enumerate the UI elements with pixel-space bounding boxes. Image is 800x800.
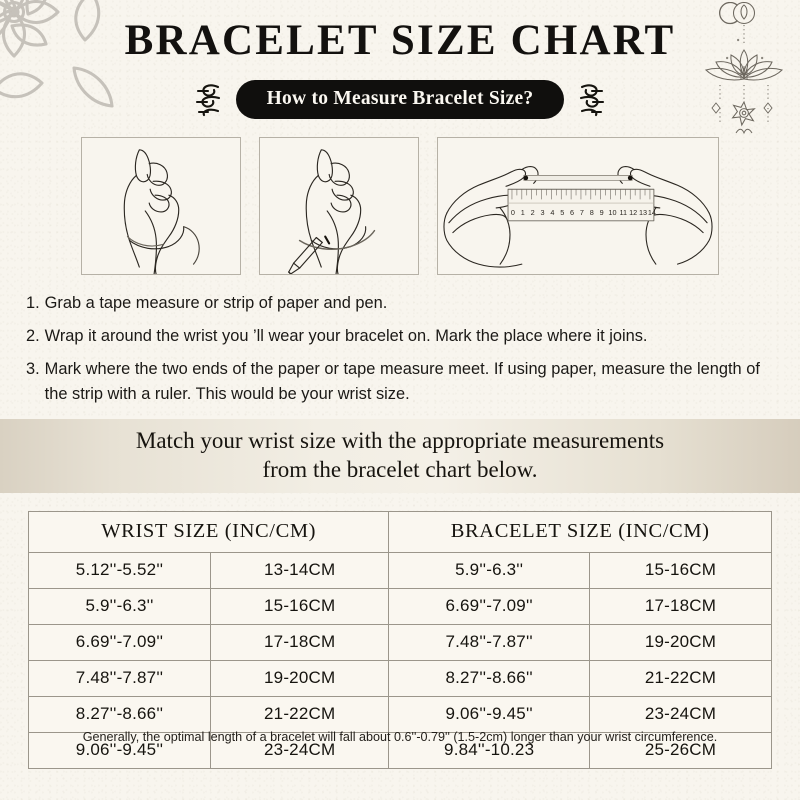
cell-wrist-cm: 19-20CM bbox=[210, 659, 390, 697]
hand-marking-with-pencil-icon bbox=[288, 149, 376, 274]
page-title: BRACELET SIZE CHART bbox=[124, 17, 676, 64]
cell-wrist-cm: 17-18CM bbox=[210, 623, 390, 661]
panel-wrap-mark bbox=[259, 137, 419, 275]
table-row: 5.9''-6.3'' 15-16CM 6.69''-7.09'' 17-18C… bbox=[27, 587, 773, 625]
svg-text:3: 3 bbox=[540, 208, 544, 217]
match-banner-line2: from the bracelet chart below. bbox=[262, 456, 538, 482]
svg-text:0: 0 bbox=[511, 208, 515, 217]
cell-wrist-cm: 21-22CM bbox=[210, 695, 390, 733]
cell-bracelet-cm: 17-18CM bbox=[588, 587, 773, 625]
cell-wrist-inc: 5.9''-6.3'' bbox=[27, 587, 212, 625]
hand-with-string-icon bbox=[123, 149, 200, 274]
step-number: 1. bbox=[26, 294, 40, 312]
cell-wrist-cm: 13-14CM bbox=[210, 551, 390, 589]
table-row: 8.27''-8.66'' 21-22CM 9.06''-9.45'' 23-2… bbox=[27, 695, 773, 733]
lotus-moon-mandala-icon bbox=[704, 2, 784, 135]
svg-text:12: 12 bbox=[629, 208, 637, 217]
cell-wrist-inc: 7.48''-7.87'' bbox=[27, 659, 212, 697]
footer-note: Generally, the optimal length of a brace… bbox=[82, 729, 718, 744]
list-item: 2. Wrap it around the wrist you ’ll wear… bbox=[26, 324, 776, 349]
list-item: 1. Grab a tape measure or strip of paper… bbox=[26, 291, 776, 316]
svg-text:13: 13 bbox=[639, 208, 647, 217]
cell-wrist-inc: 6.69''-7.09'' bbox=[27, 623, 212, 661]
match-banner: Match your wrist size with the appropria… bbox=[0, 418, 800, 493]
step-text: Grab a tape measure or strip of paper an… bbox=[44, 294, 388, 312]
svg-text:9: 9 bbox=[600, 208, 604, 217]
column-header-bracelet-size: BRACELET SIZE (INC/CM) bbox=[388, 510, 772, 553]
subtitle-pill: How to Measure Bracelet Size? bbox=[235, 79, 565, 119]
cell-bracelet-cm: 23-24CM bbox=[588, 695, 773, 733]
cell-bracelet-inc: 6.69''-7.09'' bbox=[388, 587, 590, 625]
size-table-wrap: WRIST SIZE (INC/CM) BRACELET SIZE (INC/C… bbox=[27, 510, 773, 769]
cell-bracelet-inc: 9.06''-9.45'' bbox=[388, 695, 590, 733]
step-number: 3. bbox=[26, 359, 40, 378]
cell-wrist-cm: 15-16CM bbox=[210, 587, 390, 625]
mandala-flower-icon bbox=[0, 0, 114, 108]
cell-bracelet-cm: 15-16CM bbox=[588, 551, 773, 589]
svg-text:7: 7 bbox=[580, 208, 584, 217]
cell-wrist-inc: 9.06''-9.45'' bbox=[27, 731, 212, 769]
subtitle-row: How to Measure Bracelet Size? bbox=[0, 78, 800, 120]
cell-wrist-inc: 5.12''-5.52'' bbox=[27, 551, 212, 589]
flourish-left-icon bbox=[195, 84, 220, 117]
svg-text:11: 11 bbox=[620, 208, 628, 217]
svg-text:4: 4 bbox=[550, 208, 554, 217]
step-text: Mark where the two ends of the paper or … bbox=[44, 359, 760, 403]
svg-text:1: 1 bbox=[521, 208, 525, 217]
flourish-right-icon bbox=[580, 84, 605, 117]
cell-bracelet-inc: 7.48''-7.87'' bbox=[388, 623, 590, 661]
table-row: 6.69''-7.09'' 17-18CM 7.48''-7.87'' 19-2… bbox=[27, 623, 773, 661]
measure-steps: 1. Grab a tape measure or strip of paper… bbox=[26, 291, 776, 407]
svg-text:2: 2 bbox=[531, 208, 535, 217]
step-number: 2. bbox=[26, 326, 40, 345]
list-item: 3. Mark where the two ends of the paper … bbox=[26, 357, 776, 407]
cell-bracelet-cm: 25-26CM bbox=[588, 731, 773, 769]
svg-text:8: 8 bbox=[590, 208, 594, 217]
cell-bracelet-inc: 9.84''-10.23 bbox=[388, 731, 590, 769]
table-row: 5.12''-5.52'' 13-14CM 5.9''-6.3'' 15-16C… bbox=[27, 551, 773, 589]
table-row: 9.06''-9.45'' 23-24CM 9.84''-10.23 25-26… bbox=[27, 731, 773, 769]
svg-text:5: 5 bbox=[560, 208, 564, 217]
svg-text:14: 14 bbox=[648, 208, 656, 217]
cell-wrist-inc: 8.27''-8.66'' bbox=[27, 695, 212, 733]
size-table: WRIST SIZE (INC/CM) BRACELET SIZE (INC/C… bbox=[27, 510, 773, 769]
cell-wrist-cm: 23-24CM bbox=[210, 731, 390, 769]
cell-bracelet-inc: 8.27''-8.66'' bbox=[388, 659, 590, 697]
svg-text:6: 6 bbox=[570, 208, 574, 217]
cell-bracelet-inc: 5.9''-6.3'' bbox=[388, 551, 590, 589]
table-header-row: WRIST SIZE (INC/CM) BRACELET SIZE (INC/C… bbox=[27, 510, 772, 553]
column-header-wrist-size: WRIST SIZE (INC/CM) bbox=[27, 510, 390, 553]
table-row: 7.48''-7.87'' 19-20CM 8.27''-8.66'' 21-2… bbox=[27, 659, 773, 697]
svg-text:10: 10 bbox=[608, 208, 616, 217]
match-banner-line1: Match your wrist size with the appropria… bbox=[135, 428, 665, 454]
cell-bracelet-cm: 21-22CM bbox=[588, 659, 773, 697]
cell-bracelet-cm: 19-20CM bbox=[588, 623, 773, 661]
panel-wrap-string bbox=[81, 137, 241, 275]
step-text: Wrap it around the wrist you ’ll wear yo… bbox=[44, 326, 648, 345]
